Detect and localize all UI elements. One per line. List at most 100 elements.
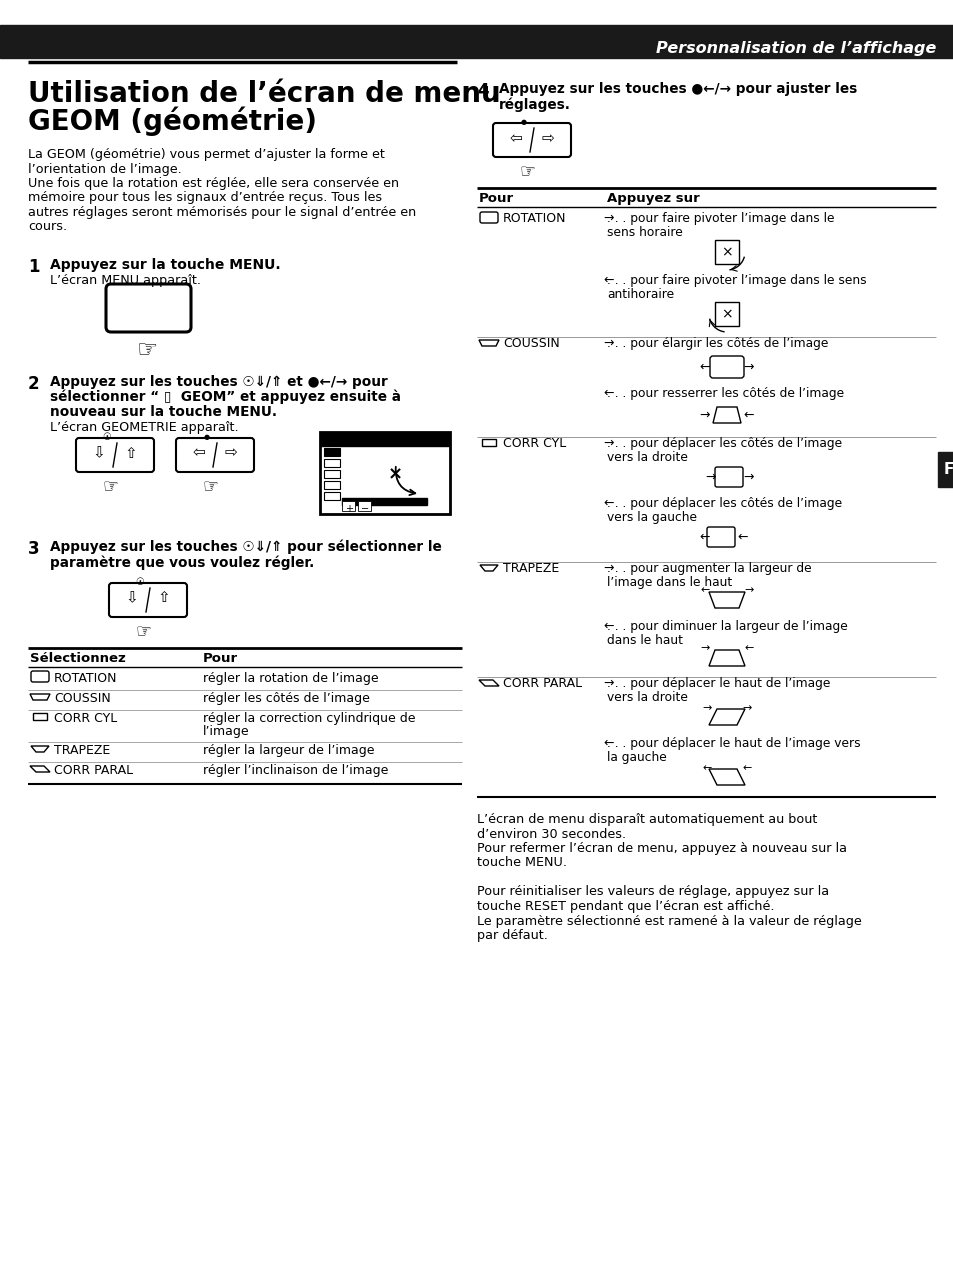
Text: ⇨: ⇨ bbox=[224, 445, 237, 460]
Text: ×: × bbox=[387, 466, 402, 483]
Text: −: − bbox=[360, 504, 369, 514]
Text: GEOM (géométrie): GEOM (géométrie) bbox=[28, 107, 316, 136]
Bar bbox=[714, 240, 739, 265]
Text: Pour refermer l’écran de menu, appuyez à nouveau sur la: Pour refermer l’écran de menu, appuyez à… bbox=[476, 842, 846, 855]
Text: autres réglages seront mémorisés pour le signal d’entrée en: autres réglages seront mémorisés pour le… bbox=[28, 206, 416, 219]
FancyBboxPatch shape bbox=[706, 527, 734, 547]
Text: . . . pour diminuer la largeur de l’image: . . . pour diminuer la largeur de l’imag… bbox=[606, 619, 847, 633]
Text: mémoire pour tous les signaux d’entrée reçus. Tous les: mémoire pour tous les signaux d’entrée r… bbox=[28, 192, 382, 205]
Text: Sélectionnez: Sélectionnez bbox=[30, 653, 126, 665]
Text: par défaut.: par défaut. bbox=[476, 929, 547, 943]
Text: Une fois que la rotation est réglée, elle sera conservée en: Une fois que la rotation est réglée, ell… bbox=[28, 177, 398, 190]
Text: ☉: ☉ bbox=[135, 577, 144, 586]
Text: l’image: l’image bbox=[203, 725, 250, 738]
Text: cours.: cours. bbox=[28, 220, 67, 234]
Text: l’orientation de l’image.: l’orientation de l’image. bbox=[28, 163, 182, 176]
Bar bbox=[341, 499, 427, 505]
Text: . . . pour déplacer les côtés de l’image: . . . pour déplacer les côtés de l’image bbox=[606, 438, 841, 450]
Bar bbox=[714, 301, 739, 326]
Text: →: → bbox=[602, 212, 613, 225]
Text: touche RESET pendant que l’écran est affiché.: touche RESET pendant que l’écran est aff… bbox=[476, 901, 774, 913]
Text: →: → bbox=[602, 677, 613, 689]
Text: réglages.: réglages. bbox=[498, 97, 570, 112]
Text: . . . pour déplacer le haut de l’image vers: . . . pour déplacer le haut de l’image v… bbox=[606, 736, 860, 750]
Text: touche MENU.: touche MENU. bbox=[476, 856, 566, 870]
Text: ⇩: ⇩ bbox=[126, 590, 138, 605]
Text: d’environ 30 secondes.: d’environ 30 secondes. bbox=[476, 828, 625, 841]
Text: . . . pour faire pivoter l’image dans le sens: . . . pour faire pivoter l’image dans le… bbox=[606, 273, 865, 287]
Text: F: F bbox=[943, 463, 953, 477]
Text: CORR PARAL: CORR PARAL bbox=[54, 764, 133, 777]
Text: paramètre que vous voulez régler.: paramètre que vous voulez régler. bbox=[50, 555, 314, 570]
Text: ☞: ☞ bbox=[137, 338, 158, 363]
FancyBboxPatch shape bbox=[106, 284, 191, 332]
Text: . . . pour élargir les côtés de l’image: . . . pour élargir les côtés de l’image bbox=[606, 337, 827, 350]
Text: ←: ← bbox=[699, 360, 709, 374]
Text: ROTATION: ROTATION bbox=[54, 672, 117, 686]
Text: Le paramètre sélectionné est ramené à la valeur de réglage: Le paramètre sélectionné est ramené à la… bbox=[476, 915, 861, 927]
Text: →: → bbox=[700, 644, 709, 653]
Text: ⇧: ⇧ bbox=[125, 445, 137, 460]
Text: L’écran GEOMETRIE apparaît.: L’écran GEOMETRIE apparaît. bbox=[50, 421, 238, 434]
Text: . . . pour resserrer les côtés de l’image: . . . pour resserrer les côtés de l’imag… bbox=[606, 387, 843, 399]
Text: vers la droite: vers la droite bbox=[606, 691, 687, 703]
Text: ←: ← bbox=[602, 497, 613, 510]
Bar bbox=[33, 714, 47, 720]
Text: ←: ← bbox=[743, 644, 753, 653]
Text: ⇦: ⇦ bbox=[509, 131, 522, 145]
Text: vers la gauche: vers la gauche bbox=[606, 511, 697, 524]
Text: ⇩: ⇩ bbox=[92, 445, 105, 460]
Text: . . . pour déplacer le haut de l’image: . . . pour déplacer le haut de l’image bbox=[606, 677, 829, 689]
Text: nouveau sur la touche MENU.: nouveau sur la touche MENU. bbox=[50, 404, 276, 418]
Bar bbox=[324, 481, 339, 488]
Text: ●: ● bbox=[204, 434, 210, 440]
Text: CORR PARAL: CORR PARAL bbox=[502, 677, 581, 689]
Text: antihoraire: antihoraire bbox=[606, 287, 674, 301]
Text: ←: ← bbox=[701, 763, 711, 773]
Text: Appuyez sur les touches ☉⇓/⇑ et ●←/→ pour: Appuyez sur les touches ☉⇓/⇑ et ●←/→ pou… bbox=[50, 375, 387, 389]
Text: ←: ← bbox=[602, 387, 613, 399]
Bar bbox=[320, 432, 449, 446]
Bar bbox=[357, 501, 371, 511]
FancyBboxPatch shape bbox=[479, 212, 497, 223]
Text: l’image dans le haut: l’image dans le haut bbox=[606, 576, 732, 589]
Text: →: → bbox=[743, 360, 754, 374]
FancyBboxPatch shape bbox=[714, 467, 742, 487]
Bar bbox=[324, 448, 339, 455]
Text: TRAPEZE: TRAPEZE bbox=[502, 562, 558, 575]
Text: →: → bbox=[699, 408, 709, 421]
Text: L’écran MENU apparaît.: L’écran MENU apparaît. bbox=[50, 273, 201, 287]
Text: →: → bbox=[602, 337, 613, 350]
Text: ←: ← bbox=[737, 530, 747, 543]
Text: . . . pour déplacer les côtés de l’image: . . . pour déplacer les côtés de l’image bbox=[606, 497, 841, 510]
Bar bbox=[481, 439, 496, 446]
Text: 3: 3 bbox=[28, 541, 40, 558]
Text: +: + bbox=[345, 504, 353, 514]
Text: COUSSIN: COUSSIN bbox=[502, 337, 559, 350]
Text: ⇧: ⇧ bbox=[157, 590, 171, 605]
FancyBboxPatch shape bbox=[76, 438, 153, 472]
Text: ←: ← bbox=[602, 273, 613, 287]
Text: Utilisation de l’écran de menu: Utilisation de l’écran de menu bbox=[28, 80, 500, 108]
Text: →: → bbox=[743, 585, 753, 595]
FancyBboxPatch shape bbox=[175, 438, 253, 472]
Bar bbox=[324, 469, 339, 478]
Text: vers la droite: vers la droite bbox=[606, 452, 687, 464]
Text: →: → bbox=[743, 471, 754, 483]
Text: La GEOM (géométrie) vous permet d’ajuster la forme et: La GEOM (géométrie) vous permet d’ajuste… bbox=[28, 148, 384, 162]
Text: →: → bbox=[602, 562, 613, 575]
Text: ←: ← bbox=[699, 530, 709, 543]
Text: ×: × bbox=[720, 245, 732, 259]
Text: ⇦: ⇦ bbox=[193, 445, 205, 460]
Text: Personnalisation de l’affichage: Personnalisation de l’affichage bbox=[655, 41, 935, 56]
Text: Pour réinitialiser les valeurs de réglage, appuyez sur la: Pour réinitialiser les valeurs de réglag… bbox=[476, 885, 828, 898]
Text: régler les côtés de l’image: régler les côtés de l’image bbox=[203, 692, 370, 705]
Bar bbox=[0, 25, 953, 59]
Text: régler la correction cylindrique de: régler la correction cylindrique de bbox=[203, 712, 416, 725]
Text: Appuyez sur les touches ☉⇓/⇑ pour sélectionner le: Appuyez sur les touches ☉⇓/⇑ pour sélect… bbox=[50, 541, 441, 555]
Text: →: → bbox=[705, 471, 716, 483]
Text: COUSSIN: COUSSIN bbox=[54, 692, 111, 705]
Text: ☉: ☉ bbox=[103, 432, 112, 441]
Text: Appuyez sur les touches ●←/→ pour ajuster les: Appuyez sur les touches ●←/→ pour ajuste… bbox=[498, 81, 857, 95]
Text: ⇨: ⇨ bbox=[541, 131, 554, 145]
